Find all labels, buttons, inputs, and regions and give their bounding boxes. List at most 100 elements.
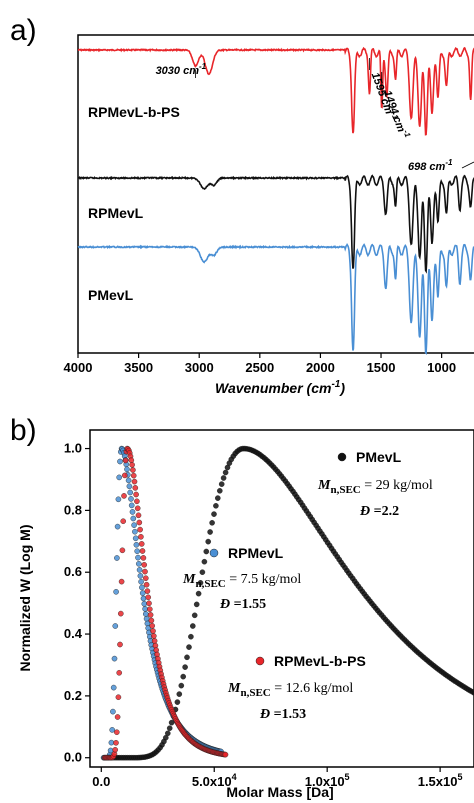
- panel-b-label: b): [10, 414, 37, 447]
- sec-x-tick-label: 1.5x105: [418, 772, 463, 789]
- sec-point-pmevl: [166, 725, 173, 732]
- sec-point-pmevl: [205, 538, 211, 545]
- series-label-rpmevl-b-ps: RPMevL-b-PS: [88, 104, 180, 120]
- sec-point-rpmevl-b-ps: [128, 457, 135, 464]
- sec-plot-frame: [89, 429, 474, 768]
- sec-point-rpmevl-b-ps: [122, 472, 128, 479]
- sec-point-rpmevl-b-ps: [143, 581, 150, 588]
- sec-point-rpmevl-b-ps: [134, 505, 141, 512]
- sec-point-rpmevl: [132, 528, 138, 535]
- sec-y-axis-title: Normalized W (Log M): [17, 525, 33, 672]
- sec-series: [100, 445, 474, 761]
- sec-point-pmevl: [214, 495, 221, 501]
- sec-point-rpmevl: [116, 474, 122, 481]
- sec-plot: 0.0 0.2 0.4 0.6 0.8 1.0 0.0 5.0x104 1.0x105 1.5x1…: [17, 429, 474, 800]
- sec-point-rpmevl: [110, 684, 117, 691]
- panel-a-label: a): [10, 14, 37, 47]
- sec-legend-rpmevl-b-ps: RPMevL-b-PS Mn,SEC = 12.6 kg/mol Đ =1.53: [227, 653, 366, 722]
- sec-point-pmevl: [180, 673, 186, 680]
- ftir-x-tick-label: 1000: [427, 360, 456, 375]
- sec-point-rpmevl: [133, 542, 140, 548]
- sec-point-rpmevl-b-ps: [150, 633, 157, 639]
- sec-point-pmevl: [186, 644, 192, 650]
- sec-point-rpmevl: [141, 601, 148, 607]
- sec-series-pmevl: [105, 445, 474, 761]
- sec-point-rpmevl-b-ps: [141, 562, 147, 568]
- sec-point-pmevl: [189, 623, 196, 629]
- sec-point-rpmevl-b-ps: [145, 594, 151, 601]
- ftir-series: [77, 46, 474, 356]
- sec-point-rpmevl-b-ps: [114, 729, 120, 736]
- sec-point-pmevl: [193, 601, 200, 608]
- sec-point-rpmevl: [109, 727, 115, 733]
- ftir-line-pmevl: [77, 242, 474, 356]
- sec-point-rpmevl-b-ps: [150, 628, 156, 634]
- sec-point-rpmevl-b-ps: [138, 541, 145, 547]
- sec-point-rpmevl: [117, 458, 123, 465]
- sec-point-rpmevl: [129, 509, 136, 515]
- sec-point-rpmevl-b-ps: [117, 641, 123, 648]
- sec-point-rpmevl-b-ps: [115, 694, 122, 701]
- sec-point-rpmevl: [111, 655, 118, 662]
- sec-point-pmevl: [195, 590, 202, 597]
- sec-point-rpmevl-b-ps: [147, 612, 154, 618]
- sec-point-rpmevl: [139, 584, 145, 591]
- legend-marker: [209, 548, 219, 558]
- sec-point-pmevl: [201, 558, 208, 565]
- ftir-x-tick-label: 3000: [185, 360, 214, 375]
- sec-point-rpmevl: [142, 611, 149, 617]
- sec-point-rpmevl-b-ps: [148, 617, 155, 624]
- legend-dispersity: Đ =1.55: [219, 597, 266, 612]
- sec-point-rpmevl-b-ps: [222, 751, 229, 758]
- sec-point-rpmevl-b-ps: [137, 526, 143, 533]
- sec-point-rpmevl: [135, 561, 142, 567]
- legend-series-name: RPMevL: [228, 545, 284, 561]
- ftir-x-tick-label: 3500: [124, 360, 153, 375]
- sec-point-rpmevl-b-ps: [114, 714, 121, 720]
- sec-point-rpmevl: [112, 623, 119, 629]
- ftir-line-rpmevl: [77, 174, 474, 274]
- sec-point-pmevl: [176, 691, 183, 697]
- sec-y-tick-label: 0.6: [64, 564, 82, 579]
- sec-legend-rpmevl: RPMevL Mn,SEC = 7.5 kg/mol Đ =1.55: [182, 545, 301, 612]
- sec-point-pmevl: [168, 719, 175, 726]
- sec-point-rpmevl: [131, 522, 137, 528]
- sec-point-rpmevl: [138, 578, 144, 585]
- series-label-pmevl: PMevL: [88, 287, 134, 303]
- legend-mn-value: Mn,SEC = 12.6 kg/mol: [227, 681, 353, 699]
- sec-legend-pmevl: PMevL Mn,SEC = 29 kg/mol Đ =2.2: [317, 449, 433, 519]
- sec-point-rpmevl: [137, 573, 144, 579]
- sec-point-rpmevl-b-ps: [116, 670, 122, 676]
- sec-point-pmevl: [209, 520, 215, 526]
- sec-point-pmevl: [211, 511, 217, 517]
- ftir-x-tick-label: 2000: [306, 360, 335, 375]
- sec-point-rpmevl-b-ps: [118, 610, 124, 617]
- sec-point-pmevl: [178, 682, 185, 689]
- sec-point-rpmevl: [132, 535, 139, 542]
- ftir-annotation: 3030 cm-1: [156, 62, 207, 77]
- sec-y-tick-label: 0.0: [64, 750, 82, 765]
- ftir-annotation-leader: [461, 161, 474, 169]
- sec-point-pmevl: [174, 699, 181, 705]
- sec-y-tick-label: 0.2: [64, 688, 82, 703]
- sec-point-rpmevl-b-ps: [140, 555, 147, 561]
- sec-point-rpmevl-b-ps: [118, 578, 125, 585]
- sec-point-rpmevl: [110, 708, 116, 715]
- sec-series-rpmevl: [100, 445, 224, 761]
- ftir-x-title-tail: ): [338, 380, 345, 396]
- sec-point-rpmevl-b-ps: [135, 512, 142, 519]
- sec-point-rpmevl: [113, 589, 119, 595]
- ftir-x-tick-label: 2500: [245, 360, 274, 375]
- sec-y-tick-label: 1.0: [64, 441, 82, 456]
- sec-point-pmevl: [184, 654, 190, 661]
- sec-point-rpmevl: [126, 483, 133, 490]
- ftir-plot: 4000 3500 3000 2500 2000 1500 1000 3030 cm-1 15…: [64, 34, 474, 396]
- sec-point-rpmevl: [143, 616, 150, 622]
- sec-point-rpmevl: [136, 567, 143, 573]
- sec-point-rpmevl-b-ps: [119, 547, 126, 554]
- sec-series-rpmevl-b-ps: [101, 445, 229, 761]
- sec-point-pmevl: [222, 469, 229, 476]
- sec-point-rpmevl-b-ps: [130, 467, 136, 473]
- sec-point-rpmevl-b-ps: [122, 457, 129, 464]
